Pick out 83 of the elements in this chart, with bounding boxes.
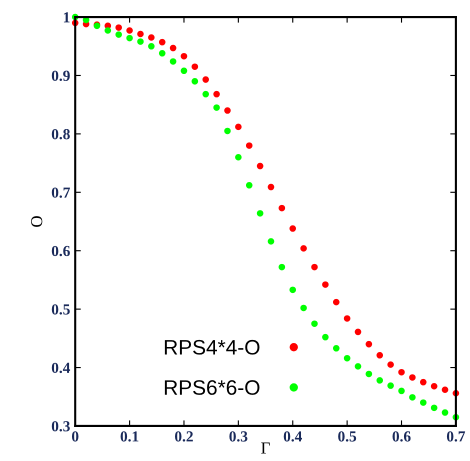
point xyxy=(354,328,362,336)
x-tick-label: 0.6 xyxy=(392,431,411,442)
point xyxy=(235,124,242,130)
point xyxy=(289,225,296,232)
point xyxy=(137,30,144,38)
y-tick-label: 0.9 xyxy=(52,70,70,81)
point xyxy=(148,34,155,41)
point xyxy=(398,388,405,394)
point xyxy=(202,90,209,98)
point xyxy=(224,128,231,134)
point xyxy=(256,210,264,217)
legend-label: RPS6*6-O xyxy=(164,380,260,395)
point xyxy=(137,38,144,45)
point xyxy=(268,184,274,190)
point xyxy=(148,43,155,50)
point xyxy=(213,90,220,98)
point xyxy=(409,394,416,401)
x-tick-label: 0.2 xyxy=(175,431,193,442)
point xyxy=(387,361,394,368)
point xyxy=(235,154,242,161)
point xyxy=(170,44,176,52)
point xyxy=(332,345,340,352)
point xyxy=(366,370,372,378)
point xyxy=(180,68,188,74)
point xyxy=(442,386,448,394)
point xyxy=(300,245,307,252)
point xyxy=(256,162,264,170)
point xyxy=(366,340,372,348)
x-tick-label: 0.1 xyxy=(120,431,138,442)
point xyxy=(115,24,122,31)
point xyxy=(104,27,112,34)
x-axis-title: Γ xyxy=(261,442,270,454)
x-tick-label: 0.3 xyxy=(229,431,248,442)
x-tick-label: 0.5 xyxy=(338,431,356,442)
y-tick-label: 0.4 xyxy=(52,362,70,374)
y-tick-label: 0.8 xyxy=(52,129,70,140)
point xyxy=(420,399,427,406)
point xyxy=(246,182,252,189)
y-tick-label: 0.5 xyxy=(52,304,70,315)
point xyxy=(278,204,286,212)
point xyxy=(213,104,220,111)
y-tick-label: 1 xyxy=(64,12,70,22)
point xyxy=(376,377,384,384)
point xyxy=(170,58,176,65)
point xyxy=(268,238,274,245)
point xyxy=(344,315,350,322)
legend-label: RPS4*4-O xyxy=(164,340,260,355)
point xyxy=(278,264,286,270)
x-tick-label: 0.4 xyxy=(284,431,302,442)
y-tick-label: 0.6 xyxy=(52,246,70,256)
point xyxy=(387,382,394,389)
y-tick-label: 0.3 xyxy=(52,421,70,432)
x-tick-label: 0 xyxy=(72,431,78,442)
point xyxy=(158,50,166,57)
point xyxy=(289,286,296,294)
x-tick-label: 0.7 xyxy=(446,431,466,442)
point xyxy=(430,382,438,390)
point xyxy=(442,409,448,416)
point xyxy=(192,63,198,70)
point xyxy=(192,78,198,85)
point xyxy=(115,31,122,38)
point xyxy=(180,52,188,60)
point xyxy=(430,404,438,412)
y-tick-label: 0.7 xyxy=(52,187,70,198)
point xyxy=(311,320,318,327)
point xyxy=(354,363,362,370)
point xyxy=(158,38,166,46)
point xyxy=(202,76,209,83)
point xyxy=(344,354,350,362)
point xyxy=(420,378,427,386)
point xyxy=(126,34,133,42)
point xyxy=(300,304,307,312)
point xyxy=(398,368,405,376)
point xyxy=(332,298,340,306)
point xyxy=(126,27,133,34)
point xyxy=(246,142,252,149)
point xyxy=(311,264,318,270)
point xyxy=(322,281,329,288)
point xyxy=(409,374,416,381)
y-axis-title: O xyxy=(31,216,42,227)
point xyxy=(224,107,231,114)
point xyxy=(322,334,329,340)
point xyxy=(376,352,384,359)
